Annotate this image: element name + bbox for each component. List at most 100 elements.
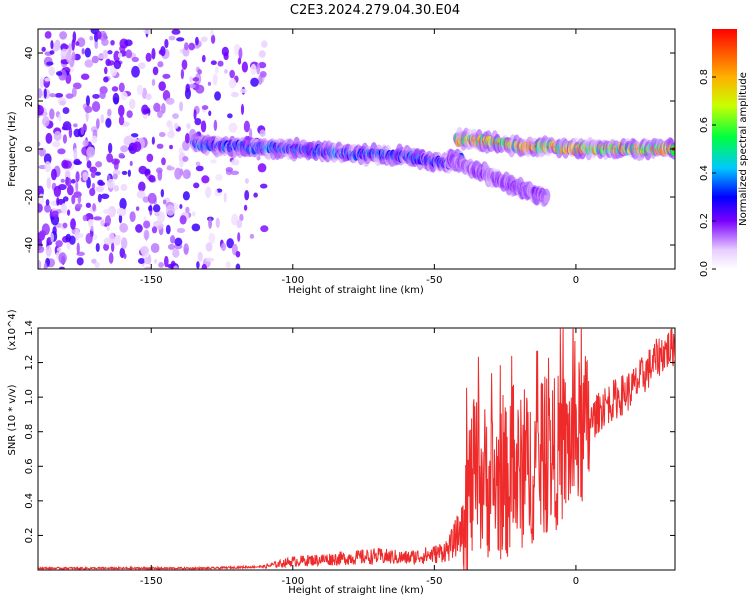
heatmap-cell (92, 93, 100, 99)
heatmap-cell (176, 227, 186, 234)
heatmap-cell (99, 90, 106, 100)
heatmap-cell (48, 66, 56, 77)
heatmap-cell (38, 88, 43, 99)
heatmap-cell (253, 192, 258, 198)
heatmap-cell (75, 181, 79, 193)
heatmap-cell (123, 253, 127, 259)
heatmap-cell (183, 243, 189, 255)
heatmap-cell (214, 189, 218, 197)
heatmap-cell (52, 140, 61, 148)
heatmap-cell (157, 61, 164, 68)
heatmap-cell (250, 77, 259, 87)
heatmap-cell (118, 152, 125, 159)
heatmap-cell (223, 192, 227, 203)
heatmap-cell (201, 54, 206, 63)
heatmap-cell (167, 130, 175, 139)
heatmap-cell (168, 35, 176, 41)
heatmap-cell (43, 88, 47, 99)
y-tick-label: 40 (24, 47, 35, 60)
heatmap-cell (260, 40, 268, 48)
heatmap-cell (55, 71, 63, 76)
heatmap-cell (91, 135, 98, 144)
heatmap-cell (259, 71, 267, 78)
heatmap-cell (43, 153, 52, 165)
heatmap-cell (62, 121, 72, 131)
heatmap-cell (163, 255, 169, 268)
heatmap-cell (120, 183, 128, 192)
heatmap-cell (250, 63, 257, 76)
x-tick-label: 0 (573, 576, 579, 587)
heatmap-cell (137, 62, 146, 70)
heatmap-cell (73, 158, 81, 165)
heatmap-cell (165, 224, 171, 235)
snr-ylabel: SNR (10 * v/v) (7, 384, 18, 455)
heatmap-cell (151, 136, 155, 145)
heatmap-cell (107, 108, 112, 117)
heatmap-cell (136, 190, 146, 199)
heatmap-cell (111, 86, 119, 92)
x-tick-label: -50 (426, 275, 442, 286)
heatmap-cell (58, 266, 65, 269)
heatmap-cell (205, 242, 213, 252)
heatmap-cell (234, 46, 239, 56)
heatmap-cell (50, 40, 54, 50)
heatmap-cell (182, 169, 191, 180)
heatmap-cell (54, 92, 64, 98)
heatmap-cell (38, 147, 47, 157)
colorbar-ticks: 0.0 0.2 0.4 0.6 0.8 (699, 69, 716, 277)
heatmap-cell (89, 166, 97, 173)
heatmap-cell (45, 199, 50, 206)
heatmap-cell (260, 225, 269, 233)
heatmap-cell (91, 258, 97, 264)
heatmap-cell (240, 103, 245, 115)
x-tick-label: -50 (426, 576, 442, 587)
heatmap-cell (82, 139, 89, 147)
heatmap-cell (112, 92, 120, 105)
heatmap-cell (154, 212, 160, 217)
snr-frame (37, 327, 676, 571)
y-tick-label: 0.4 (24, 493, 35, 509)
heatmap-cell (71, 87, 77, 98)
snr-ticks: -150 -100 -50 0 0.2 0.4 0.6 0.8 1.0 1.2 1.4 (24, 320, 675, 587)
heatmap-cell (158, 262, 164, 268)
heatmap-cell (62, 134, 68, 144)
heatmap-cell (113, 50, 121, 63)
heatmap-cell (220, 242, 227, 252)
heatmap-cell (65, 233, 72, 243)
heatmap-cell (197, 69, 202, 75)
heatmap-cell (161, 157, 166, 166)
chart-title: C2E3.2024.279.04.30.E04 (289, 3, 461, 18)
heatmap-cell (107, 60, 115, 66)
heatmap-cell (230, 91, 239, 98)
heatmap-cell (136, 84, 144, 96)
y-tick-label: 0.8 (24, 424, 35, 440)
heatmap-cell (97, 54, 106, 59)
heatmap-cell (143, 216, 147, 221)
heatmap-cell (135, 206, 140, 211)
heatmap-cell (173, 122, 179, 129)
heatmap-cell (106, 153, 114, 163)
heatmap-cell (66, 184, 74, 196)
heatmap-cell (135, 224, 143, 233)
heatmap-cell (182, 191, 190, 201)
heatmap-cell (76, 242, 80, 254)
heatmap-marks (38, 29, 675, 269)
heatmap-cell (118, 104, 125, 117)
heatmap-cell (145, 93, 152, 101)
heatmap-cell (92, 233, 98, 241)
heatmap-cell (119, 222, 129, 233)
heatmap-cell (244, 189, 250, 201)
heatmap-cell (184, 42, 189, 51)
heatmap-cell (193, 182, 200, 189)
y-tick-label: 1.4 (24, 320, 35, 336)
y-tick-label: -20 (24, 189, 35, 205)
heatmap-cell (132, 141, 142, 153)
heatmap-cell (117, 234, 121, 244)
snr-multiplier: (x10^4) (7, 309, 18, 350)
heatmap-cell (66, 209, 71, 216)
heatmap-cell (125, 49, 133, 59)
snr-xlabel: Height of straight line (km) (288, 585, 424, 596)
heatmap-cell (162, 199, 167, 205)
heatmap-cell (120, 91, 128, 101)
heatmap-cell (90, 171, 96, 179)
